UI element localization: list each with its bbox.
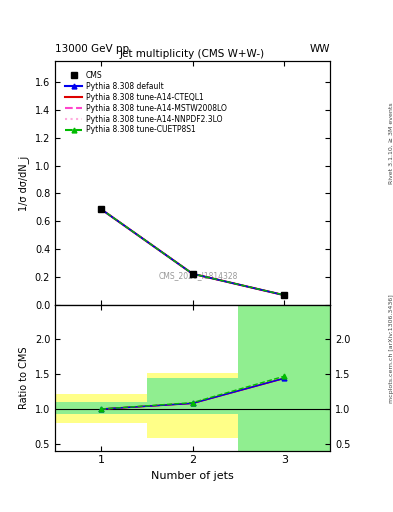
Y-axis label: 1/σ dσ/dN_j: 1/σ dσ/dN_j <box>18 156 29 210</box>
Text: Rivet 3.1.10, ≥ 3M events: Rivet 3.1.10, ≥ 3M events <box>389 102 393 184</box>
X-axis label: Number of jets: Number of jets <box>151 471 234 481</box>
Text: CMS_2020_I1814328: CMS_2020_I1814328 <box>158 271 238 281</box>
Y-axis label: Ratio to CMS: Ratio to CMS <box>19 346 29 409</box>
Text: mcplots.cern.ch [arXiv:1306.3436]: mcplots.cern.ch [arXiv:1306.3436] <box>389 294 393 402</box>
Text: 13000 GeV pp: 13000 GeV pp <box>55 44 129 54</box>
Legend: CMS, Pythia 8.308 default, Pythia 8.308 tune-A14-CTEQL1, Pythia 8.308 tune-A14-M: CMS, Pythia 8.308 default, Pythia 8.308 … <box>64 70 228 135</box>
Title: Jet multiplicity (CMS W+W-): Jet multiplicity (CMS W+W-) <box>120 49 265 59</box>
Text: WW: WW <box>310 44 330 54</box>
